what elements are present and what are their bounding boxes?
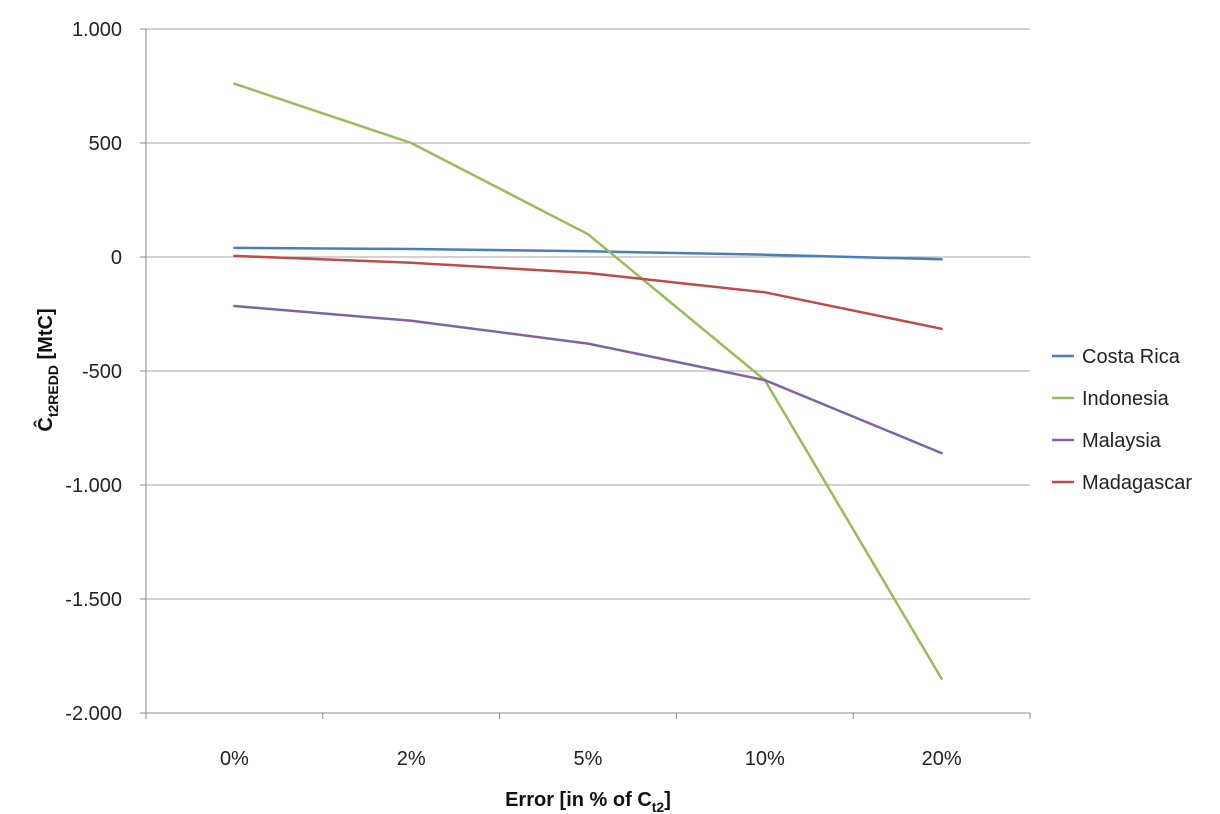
- x-axis-title: Error [in % of Ct2]: [505, 789, 671, 814]
- legend-label-indonesia: Indonesia: [1082, 388, 1170, 410]
- y-axis-title: Ĉt2REDD [MtC]: [33, 308, 61, 431]
- legend-label-madagascar: Madagascar: [1082, 472, 1192, 494]
- legend-label-costa-rica: Costa Rica: [1082, 346, 1181, 368]
- grid-layer: [146, 28, 1030, 714]
- y-tick-label: -2.000: [65, 703, 122, 725]
- axis-layer: 1.000 500 0 -500 -1.000 -1.500 -2.000 0% 2% 5% 10%…: [65, 19, 1031, 770]
- x-tick-label: 2%: [397, 748, 426, 770]
- series-line-malaysia: [233, 304, 943, 455]
- y-tick-label: -1.000: [65, 475, 122, 497]
- y-axis-title-suffix: [MtC]: [35, 308, 57, 365]
- x-tick-label: 0%: [220, 748, 249, 770]
- x-axis-title-subscript: t2: [652, 799, 665, 814]
- y-tick-label: 0: [111, 247, 122, 269]
- series-line-costa-rica: [233, 246, 943, 261]
- y-tick-label: 1.000: [72, 19, 122, 41]
- y-tick-label: -1.500: [65, 589, 122, 611]
- series-line-indonesia: [233, 82, 943, 681]
- y-tick-label: 500: [89, 133, 122, 155]
- legend-label-malaysia: Malaysia: [1082, 430, 1162, 452]
- series-layer: [233, 82, 943, 681]
- y-tick-label: -500: [82, 361, 122, 383]
- x-tick-label: 20%: [922, 748, 962, 770]
- x-tick-label: 5%: [574, 748, 603, 770]
- legend: Costa Rica Indonesia Malaysia Madagascar: [1052, 346, 1192, 494]
- series-line-madagascar: [233, 254, 943, 331]
- x-tick-label: 10%: [745, 748, 785, 770]
- y-axis-title-subscript: t2REDD: [45, 365, 61, 417]
- x-axis-title-suffix: ]: [664, 789, 671, 811]
